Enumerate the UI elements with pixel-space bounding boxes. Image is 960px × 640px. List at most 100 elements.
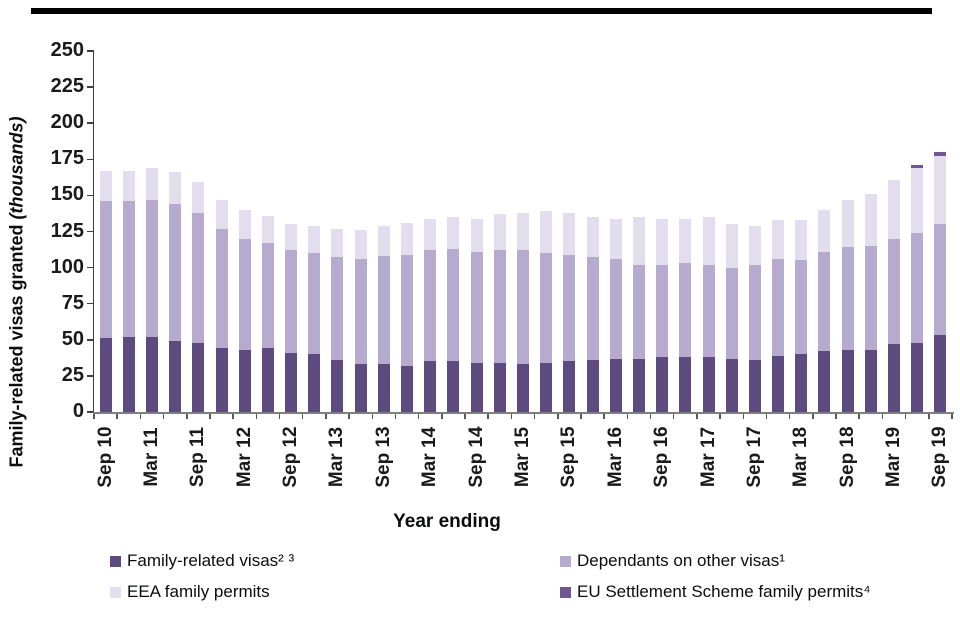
bar-segment-1 (609, 258, 622, 359)
x-tick (672, 414, 675, 419)
bar-segment-1 (818, 251, 831, 352)
bar-segment-2 (679, 218, 692, 264)
legend-swatch-family-visas (110, 556, 121, 567)
bar-segment-0 (563, 361, 576, 412)
bar-segment-1 (540, 253, 553, 363)
bar-segment-0 (702, 357, 715, 412)
x-tick-label: Mar 16 (604, 426, 626, 488)
bar-segment-1 (934, 224, 947, 336)
y-tick (87, 158, 93, 161)
x-tick (649, 414, 652, 419)
bar-segment-2 (261, 215, 274, 244)
x-tick (394, 414, 397, 419)
bar-segment-0 (772, 355, 785, 412)
bar-segment-2 (888, 179, 901, 239)
bar-segment-2 (795, 219, 808, 261)
bar-segment-1 (493, 250, 506, 363)
bar-segment-3 (934, 152, 947, 157)
x-tick (904, 414, 907, 419)
bar-segment-1 (888, 238, 901, 345)
y-tick (87, 339, 93, 341)
x-tick (116, 414, 118, 419)
bar-segment-2 (586, 217, 599, 258)
bar-segment-0 (540, 362, 553, 412)
legend-label-dependants: Dependants on other visas¹ (577, 551, 785, 570)
bar-segment-1 (354, 258, 367, 365)
bar-segment-1 (470, 251, 483, 363)
x-tick-label: Sep 16 (651, 426, 673, 488)
x-tick (858, 414, 860, 419)
bar-segment-0 (401, 365, 414, 412)
x-tick-label: Sep 11 (187, 426, 209, 488)
y-tick-label: 125 (50, 219, 84, 242)
x-tick (812, 414, 814, 419)
y-tick-label: 175 (50, 147, 84, 170)
x-tick (580, 414, 582, 419)
y-tick (87, 302, 93, 305)
bar-segment-2 (656, 218, 669, 265)
x-tick-label: Sep 19 (929, 426, 951, 488)
bar-segment-0 (493, 362, 506, 412)
bar-segment-1 (377, 256, 390, 365)
bar-segment-0 (656, 357, 669, 412)
y-axis-line (92, 50, 94, 414)
bar-segment-1 (261, 243, 274, 349)
x-tick (209, 414, 211, 419)
y-tick (87, 411, 93, 413)
x-tick-label: Sep 15 (558, 426, 580, 488)
bar-segment-1 (632, 264, 645, 359)
bar-segment-1 (702, 264, 715, 358)
bar-segment-1 (285, 250, 298, 353)
y-tick (87, 266, 93, 269)
x-tick-label: Sep 14 (465, 426, 487, 488)
y-tick-label: 250 (50, 39, 84, 62)
bar-segment-2 (377, 225, 390, 257)
bar-segment-2 (725, 224, 738, 268)
x-tick (464, 414, 466, 419)
x-tick-label: Sep 17 (743, 426, 765, 488)
x-tick-label: Mar 14 (419, 426, 441, 488)
x-tick (325, 414, 327, 419)
x-axis-title: Year ending (393, 511, 501, 532)
legend-item-family-visas: Family-related visas² ³ (110, 551, 294, 571)
x-tick (603, 414, 605, 419)
y-tick-label: 0 (72, 400, 84, 423)
y-tick-label: 225 (50, 75, 84, 98)
bar-segment-2 (911, 167, 924, 233)
bar-segment-1 (586, 257, 599, 360)
y-tick (87, 194, 93, 197)
bar-segment-2 (772, 219, 785, 259)
x-tick-label: Sep 12 (280, 426, 302, 488)
bar-segment-0 (377, 364, 390, 412)
bar-segment-2 (331, 228, 344, 258)
bar-segment-2 (145, 167, 158, 200)
bar-segment-0 (470, 362, 483, 412)
x-tick-label: Mar 19 (883, 426, 905, 488)
x-tick (93, 414, 95, 419)
x-tick-label: Mar 17 (697, 426, 719, 488)
bar-segment-2 (540, 211, 553, 254)
x-tick (487, 414, 489, 419)
bar-segment-1 (424, 250, 437, 362)
bar-segment-1 (656, 264, 669, 358)
x-tick (162, 414, 165, 419)
legend-label-family-visas: Family-related visas² ³ (127, 551, 295, 570)
x-tick (139, 414, 142, 419)
y-tick-label: 25 (61, 363, 84, 386)
x-tick (626, 414, 629, 419)
bar-segment-1 (401, 254, 414, 366)
legend-item-dependants: Dependants on other visas¹ (560, 551, 785, 571)
bar-segment-2 (122, 170, 135, 202)
bar-segment-2 (470, 218, 483, 252)
x-tick (788, 414, 791, 419)
legend-swatch-euss-permits (560, 587, 571, 598)
bar-segment-0 (99, 338, 112, 412)
bar-segment-1 (447, 248, 460, 362)
bar-segment-0 (911, 342, 924, 412)
y-tick-label: 200 (50, 111, 84, 134)
bar-segment-0 (238, 349, 251, 412)
bar-segment-0 (818, 351, 831, 412)
bar-segment-1 (122, 201, 135, 337)
bar-segment-2 (632, 217, 645, 265)
bar-segment-1 (911, 232, 924, 343)
